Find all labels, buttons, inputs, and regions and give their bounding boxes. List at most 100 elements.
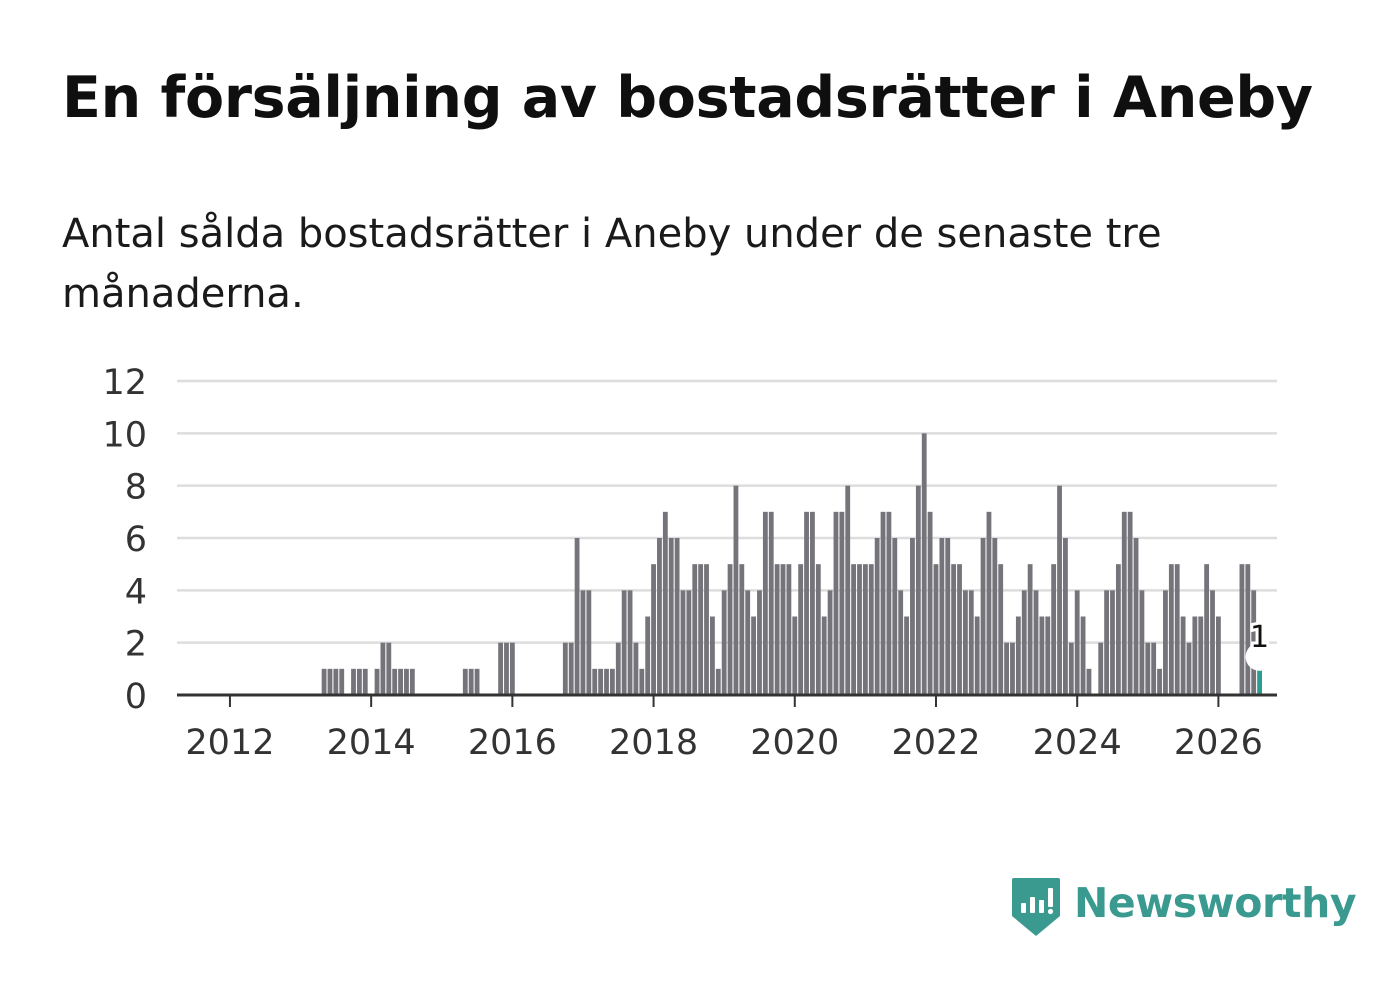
bar bbox=[1039, 616, 1045, 695]
bar bbox=[392, 668, 398, 695]
bar bbox=[762, 511, 768, 695]
bar bbox=[474, 668, 480, 695]
bar bbox=[657, 538, 662, 695]
bar bbox=[1215, 616, 1221, 695]
bar bbox=[692, 564, 698, 695]
bar bbox=[468, 668, 474, 695]
bar bbox=[1163, 590, 1168, 695]
bar bbox=[351, 668, 356, 695]
bar bbox=[1051, 564, 1057, 695]
bar bbox=[774, 564, 780, 695]
bar bbox=[1139, 590, 1145, 695]
bar bbox=[462, 668, 468, 695]
gridlines bbox=[177, 379, 1277, 644]
bar bbox=[921, 433, 927, 695]
bar bbox=[1010, 642, 1015, 695]
y-tick-label: 2 bbox=[125, 625, 147, 665]
bar bbox=[680, 590, 686, 695]
bar bbox=[1104, 590, 1110, 695]
bar bbox=[839, 511, 845, 695]
bar bbox=[1021, 590, 1027, 695]
bar bbox=[1063, 538, 1068, 695]
bar bbox=[792, 616, 798, 695]
bar bbox=[698, 564, 704, 695]
bar bbox=[592, 668, 598, 695]
bar bbox=[1074, 590, 1080, 695]
bar bbox=[739, 564, 745, 695]
bar bbox=[968, 590, 974, 695]
bar bbox=[662, 511, 668, 695]
bar bbox=[827, 590, 833, 695]
x-tick-label: 2014 bbox=[327, 723, 416, 763]
bar bbox=[645, 616, 651, 695]
y-tick-label: 4 bbox=[125, 572, 147, 612]
y-tick-label: 0 bbox=[125, 677, 147, 717]
bar bbox=[1080, 616, 1086, 695]
bar bbox=[880, 511, 886, 695]
bar bbox=[1115, 564, 1121, 695]
annotation-label: 1 bbox=[1250, 620, 1269, 655]
bar bbox=[609, 668, 615, 695]
bar bbox=[768, 511, 774, 695]
bar bbox=[927, 511, 933, 695]
x-tick-label: 2022 bbox=[891, 723, 980, 763]
bar bbox=[821, 616, 827, 695]
bar bbox=[580, 590, 586, 695]
y-tick-label: 10 bbox=[102, 415, 147, 455]
bar bbox=[362, 668, 368, 695]
y-tick-label: 12 bbox=[102, 363, 147, 403]
bar bbox=[992, 538, 998, 695]
annotation-halo bbox=[1245, 642, 1274, 671]
bar bbox=[862, 564, 868, 695]
bar bbox=[857, 564, 862, 695]
bar bbox=[939, 538, 945, 695]
x-tick-label: 2024 bbox=[1033, 723, 1122, 763]
brand-name: Newsworthy bbox=[1074, 879, 1357, 927]
bar bbox=[1127, 511, 1133, 695]
chart-subtitle: Antal sålda bostadsrätter i Aneby under … bbox=[62, 211, 1162, 317]
bar bbox=[751, 616, 756, 695]
bar bbox=[1192, 616, 1198, 695]
bar bbox=[651, 564, 656, 695]
bar bbox=[1251, 590, 1257, 695]
axes: 0 2 4 6 8 10 12 2012 2014 2016 2018 2020 2022 2024 202… bbox=[102, 363, 1277, 763]
bar bbox=[1027, 564, 1033, 695]
bar bbox=[1145, 642, 1151, 695]
bar bbox=[1068, 642, 1074, 695]
bar bbox=[568, 642, 574, 695]
bar bbox=[727, 564, 733, 695]
bar bbox=[386, 642, 392, 695]
bar bbox=[892, 538, 898, 695]
bar bbox=[509, 642, 515, 695]
bar bbox=[409, 668, 415, 695]
bar bbox=[915, 485, 921, 695]
bar bbox=[615, 642, 621, 695]
bar bbox=[1004, 642, 1009, 695]
bar bbox=[404, 668, 409, 695]
bar bbox=[586, 590, 592, 695]
bar bbox=[1239, 564, 1245, 695]
bar bbox=[1157, 668, 1162, 695]
bar bbox=[1110, 590, 1115, 695]
bar bbox=[798, 564, 804, 695]
bar bbox=[868, 564, 874, 695]
bar bbox=[1180, 616, 1186, 695]
y-tick-label: 8 bbox=[125, 468, 147, 508]
bar bbox=[1133, 538, 1139, 695]
bar bbox=[598, 668, 604, 695]
bar bbox=[339, 668, 345, 695]
bar bbox=[721, 590, 727, 695]
bar bbox=[745, 590, 751, 695]
y-tick-label: 6 bbox=[125, 520, 147, 560]
bar bbox=[333, 668, 339, 695]
bar bbox=[810, 511, 815, 695]
bar bbox=[715, 668, 721, 695]
bar bbox=[804, 511, 809, 695]
brand-logo[interactable]: Newsworthy bbox=[1010, 876, 1357, 942]
bar bbox=[621, 590, 627, 695]
bar bbox=[951, 564, 957, 695]
bar bbox=[780, 564, 786, 695]
bar bbox=[851, 564, 857, 695]
bar bbox=[980, 538, 986, 695]
